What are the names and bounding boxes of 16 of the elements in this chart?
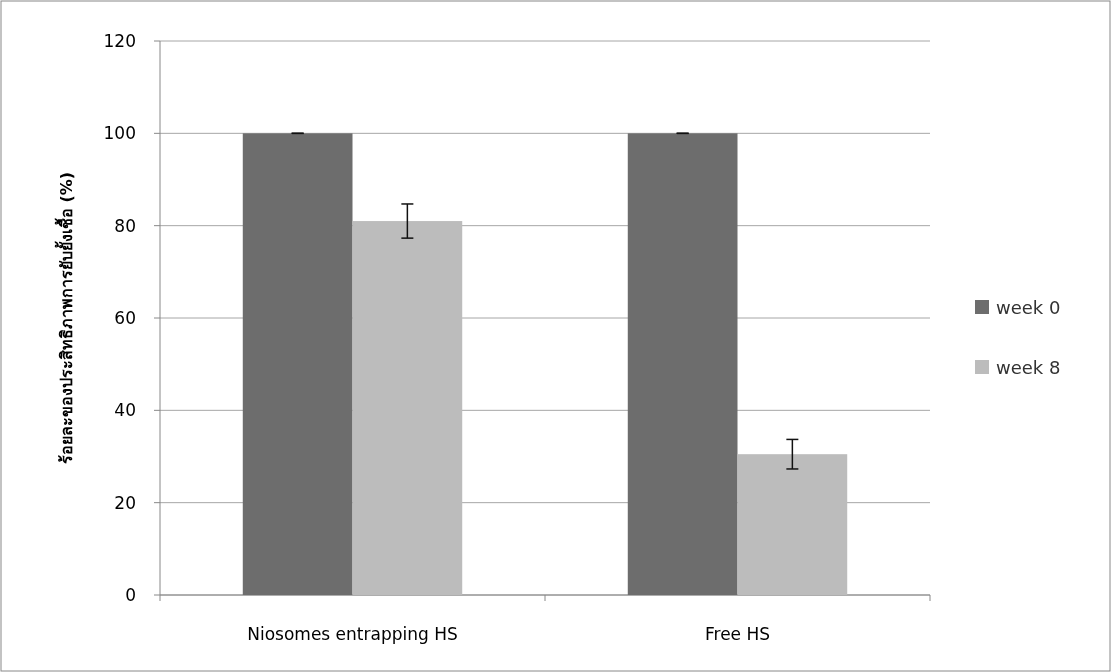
- legend-label: week 0: [996, 297, 1061, 318]
- y-tick-label: 20: [114, 492, 136, 513]
- y-axis-title: ร้อยละของประสิทธิภาพการยับยั้งเชื้อ (%): [54, 171, 76, 465]
- y-tick-label: 80: [114, 215, 136, 236]
- bar: [737, 454, 848, 595]
- y-tick-label: 0: [125, 585, 136, 605]
- bar: [352, 221, 463, 595]
- bar: [627, 133, 738, 595]
- y-tick-label: 100: [103, 123, 136, 144]
- y-tick-label: 40: [114, 400, 136, 421]
- x-tick-label: Free HS: [704, 624, 771, 644]
- y-tick-label: 120: [103, 31, 136, 51]
- x-tick-label: Niosomes entrapping HS: [247, 624, 458, 644]
- bar: [242, 133, 353, 595]
- legend-label: week 8: [996, 357, 1061, 378]
- y-tick-label: 60: [114, 308, 136, 328]
